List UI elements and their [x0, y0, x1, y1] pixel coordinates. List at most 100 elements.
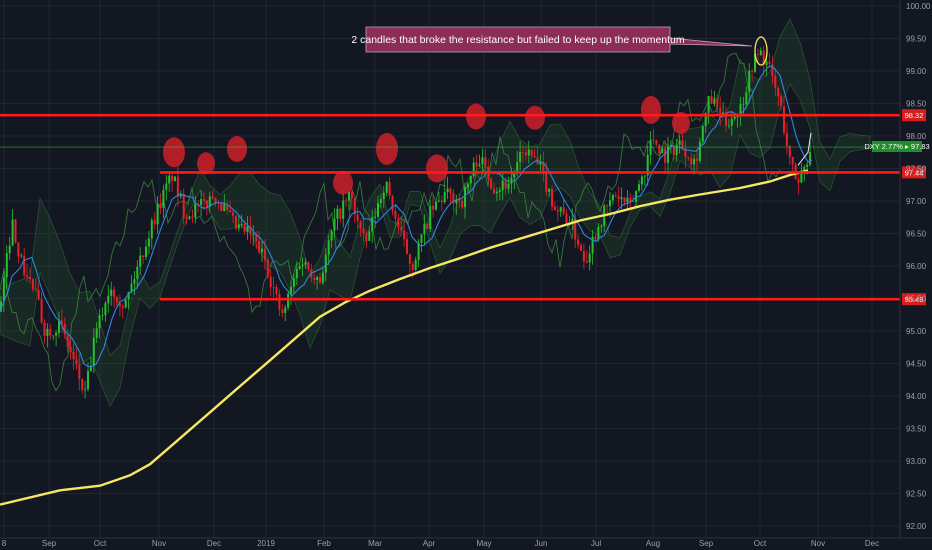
candle-body [530, 149, 533, 156]
candle-body [278, 294, 281, 310]
moving-average-lines [0, 65, 813, 506]
candle-body [356, 214, 359, 221]
candle-body [330, 230, 333, 241]
candle-body [139, 255, 142, 267]
y-tick-label: 95.00 [906, 327, 927, 336]
candle-body [768, 61, 771, 65]
candle-body [629, 197, 632, 202]
y-tick-label: 92.00 [906, 522, 927, 531]
x-tick-label: Apr [423, 539, 436, 548]
candle-body [574, 218, 577, 240]
candle-body [179, 194, 182, 197]
candle-body [118, 302, 121, 307]
candle-body [611, 195, 614, 201]
candle-body [501, 180, 504, 191]
candle-body [510, 177, 513, 184]
candle-body [632, 201, 635, 203]
resistance-marker [227, 136, 247, 162]
x-axis: 8 Sep Oct Nov Dec 2019 Feb Mar Apr May Jun Jul Aug Se… [0, 537, 932, 548]
candle-body [710, 96, 713, 104]
candle-body [107, 295, 110, 304]
candle-body [443, 192, 446, 203]
candle-body [696, 158, 698, 161]
resistance-markers [163, 96, 690, 195]
candle-body [464, 187, 466, 208]
candle-body [142, 255, 145, 257]
candle-body [72, 352, 75, 360]
candles [0, 45, 812, 399]
y-tick-label: 93.50 [906, 425, 927, 434]
candle-body [493, 188, 495, 194]
candle-body [37, 290, 40, 300]
candle-body [20, 255, 23, 257]
candle-body [223, 204, 226, 211]
candle-body [55, 332, 58, 336]
candle-body [588, 253, 591, 263]
candle-body [252, 234, 255, 235]
candle-body [58, 320, 60, 333]
candle-body [664, 148, 667, 163]
candle-body [214, 198, 217, 203]
candle-body [98, 315, 101, 329]
candle-body [101, 315, 104, 316]
candle-body [63, 323, 66, 335]
candle-body [429, 205, 432, 229]
x-tick-label: Jun [535, 539, 548, 548]
y-tick-label: 99.50 [906, 35, 927, 44]
candle-body [313, 277, 316, 280]
candle-body [275, 287, 278, 294]
y-tick-label: 97.50 [906, 165, 927, 174]
candle-body [437, 200, 440, 202]
candle-body [580, 245, 582, 251]
candle-body [232, 212, 234, 216]
level-label-box [902, 166, 926, 179]
candle-body [551, 188, 553, 207]
candle-body [614, 195, 617, 196]
candle-body [713, 98, 716, 104]
candle-body [780, 96, 783, 107]
candle-body [176, 176, 179, 197]
candle-body [269, 276, 272, 287]
candle-body [203, 199, 205, 201]
price-tag: DXY 2.77% ▸ 97.83 [864, 141, 930, 152]
candle-body [620, 197, 623, 200]
x-tick-label: Oct [94, 539, 107, 548]
candle-body [652, 139, 655, 141]
candle-body [678, 140, 681, 145]
candle-body [208, 196, 211, 207]
candle-body [84, 389, 87, 390]
candle-body [284, 307, 287, 313]
candle-body [113, 289, 116, 298]
candle-body [319, 276, 321, 283]
candle-body [34, 289, 37, 291]
candle-body [507, 183, 510, 189]
x-tick-label: Mar [368, 539, 382, 548]
candle-body [81, 379, 84, 390]
candle-body [220, 202, 223, 211]
price-tag-box [872, 141, 922, 152]
candle-body [89, 365, 92, 371]
candle-body [145, 246, 147, 257]
candle-body [348, 191, 350, 201]
candle-body [171, 175, 174, 181]
candle-body [162, 189, 165, 209]
candle-body [469, 175, 472, 184]
resistance-marker [466, 103, 486, 130]
candle-body [524, 152, 527, 156]
candle-body [168, 175, 171, 184]
candle-body [701, 126, 704, 142]
candle-body [121, 306, 124, 308]
y-tick-label: 96.50 [906, 230, 927, 239]
candle-body [774, 75, 777, 89]
candle-body [147, 238, 150, 247]
candle-body [785, 132, 788, 147]
x-tick-label: Oct [754, 539, 767, 548]
candle-body [800, 170, 803, 183]
candle-body [263, 248, 266, 260]
x-tick-label: Sep [699, 539, 714, 548]
candle-body [29, 276, 31, 280]
candle-body [754, 54, 756, 72]
candle-body [553, 206, 556, 211]
x-tick-label: Nov [811, 539, 825, 548]
candle-body [345, 200, 348, 202]
